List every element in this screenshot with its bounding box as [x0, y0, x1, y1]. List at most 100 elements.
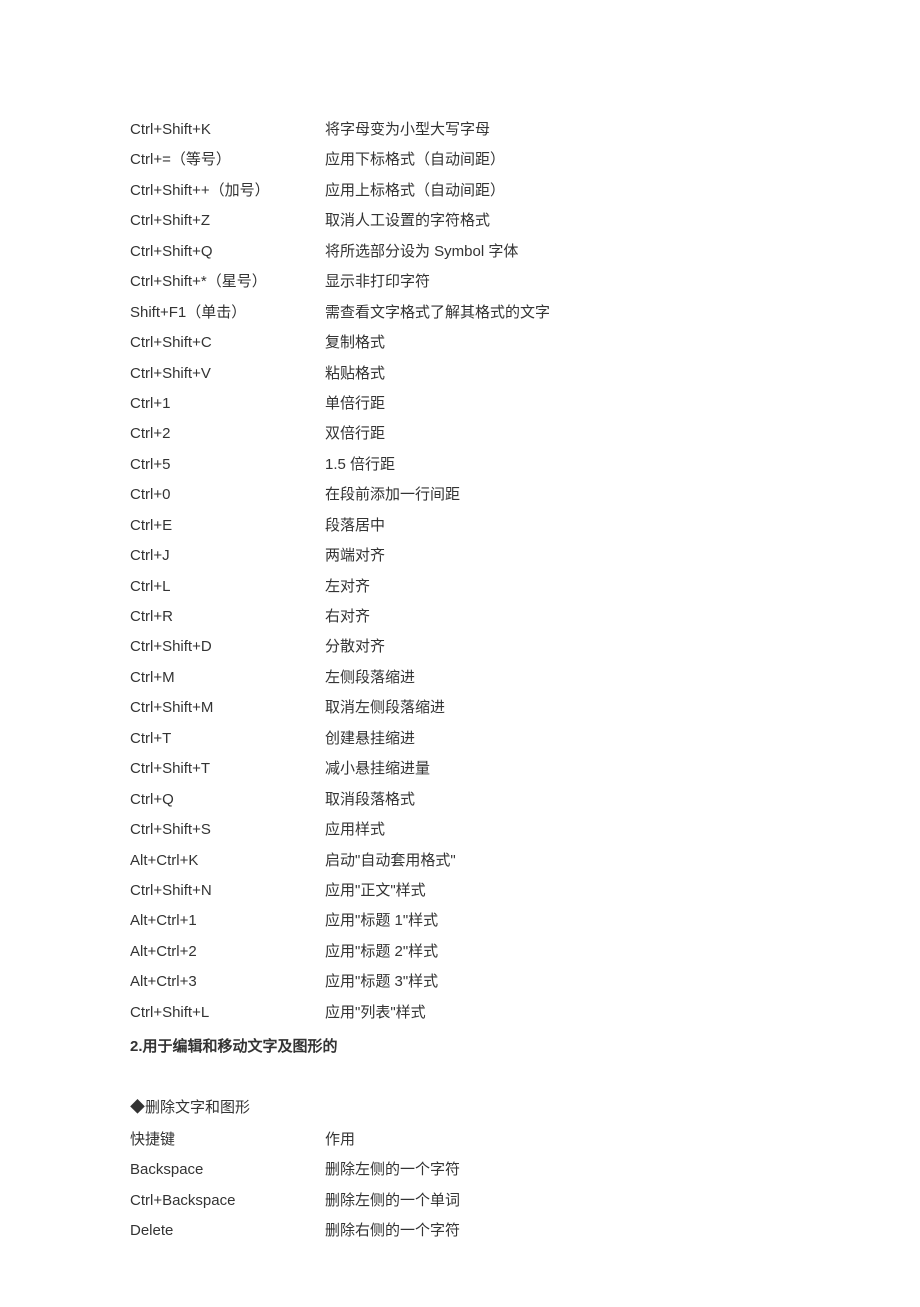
shortcut-key: Ctrl+Backspace	[130, 1186, 325, 1216]
shortcut-list-section1: Ctrl+Shift+K将字母变为小型大写字母Ctrl+=（等号）应用下标格式（…	[130, 115, 790, 1028]
shortcut-row: Alt+Ctrl+2应用"标题 2"样式	[130, 937, 790, 967]
shortcut-description: 取消左侧段落缩进	[325, 693, 790, 723]
shortcut-key: Ctrl+Shift+T	[130, 754, 325, 784]
shortcut-description: 应用上标格式（自动间距）	[325, 176, 790, 206]
shortcut-key: Ctrl+R	[130, 602, 325, 632]
shortcut-description: 删除右侧的一个字符	[325, 1216, 790, 1246]
shortcut-key: Ctrl+M	[130, 663, 325, 693]
shortcut-key: Ctrl+Shift+V	[130, 359, 325, 389]
shortcut-key: Ctrl+Shift++（加号）	[130, 176, 325, 206]
shortcut-row: Ctrl+Shift+Z取消人工设置的字符格式	[130, 206, 790, 236]
shortcut-row: Ctrl+Shift+*（星号）显示非打印字符	[130, 267, 790, 297]
header-desc-label: 作用	[325, 1125, 790, 1155]
shortcut-description: 取消人工设置的字符格式	[325, 206, 790, 236]
shortcut-description: 减小悬挂缩进量	[325, 754, 790, 784]
shortcut-key: Ctrl+J	[130, 541, 325, 571]
shortcut-description: 应用样式	[325, 815, 790, 845]
shortcut-row: Ctrl+Shift+L应用"列表"样式	[130, 998, 790, 1028]
shortcut-description: 双倍行距	[325, 419, 790, 449]
shortcut-row: Ctrl+Shift+D分散对齐	[130, 632, 790, 662]
shortcut-key: Backspace	[130, 1155, 325, 1185]
shortcut-key: Ctrl+=（等号）	[130, 145, 325, 175]
shortcut-key: Ctrl+2	[130, 419, 325, 449]
shortcut-description: 段落居中	[325, 511, 790, 541]
shortcut-description: 应用下标格式（自动间距）	[325, 145, 790, 175]
shortcut-description: 粘贴格式	[325, 359, 790, 389]
shortcut-row: Ctrl+Shift+N应用"正文"样式	[130, 876, 790, 906]
shortcut-key: Delete	[130, 1216, 325, 1246]
shortcut-row: Alt+Ctrl+1应用"标题 1"样式	[130, 906, 790, 936]
shortcut-description: 应用"列表"样式	[325, 998, 790, 1028]
shortcut-key: Ctrl+Shift+Q	[130, 237, 325, 267]
shortcut-description: 在段前添加一行间距	[325, 480, 790, 510]
shortcut-key: Ctrl+Shift+D	[130, 632, 325, 662]
shortcut-key: Alt+Ctrl+K	[130, 846, 325, 876]
shortcut-row: Ctrl+L左对齐	[130, 572, 790, 602]
shortcut-row: Ctrl+R右对齐	[130, 602, 790, 632]
shortcut-row: Ctrl+Shift+C复制格式	[130, 328, 790, 358]
shortcut-key: Alt+Ctrl+2	[130, 937, 325, 967]
shortcut-row: Ctrl+51.5 倍行距	[130, 450, 790, 480]
shortcut-description: 启动"自动套用格式"	[325, 846, 790, 876]
shortcut-description: 显示非打印字符	[325, 267, 790, 297]
shortcut-row: Delete删除右侧的一个字符	[130, 1216, 790, 1246]
shortcut-row: Ctrl+Q 取消段落格式	[130, 785, 790, 815]
shortcut-description: 分散对齐	[325, 632, 790, 662]
shortcut-key: Ctrl+Q	[130, 785, 325, 815]
shortcut-key: Ctrl+Shift+K	[130, 115, 325, 145]
shortcut-description: 需查看文字格式了解其格式的文字	[325, 298, 790, 328]
shortcut-description: 1.5 倍行距	[325, 450, 790, 480]
shortcut-description: 将所选部分设为 Symbol 字体	[325, 237, 790, 267]
shortcut-row: Ctrl+M 左侧段落缩进	[130, 663, 790, 693]
shortcut-description: 应用"正文"样式	[325, 876, 790, 906]
subsection-heading: ◆删除文字和图形	[130, 1093, 790, 1123]
shortcut-key: Alt+Ctrl+1	[130, 906, 325, 936]
shortcut-description: 删除左侧的一个字符	[325, 1155, 790, 1185]
shortcut-row: Backspace删除左侧的一个字符	[130, 1155, 790, 1185]
section-heading: 2.用于编辑和移动文字及图形的	[130, 1032, 790, 1062]
shortcut-key: Ctrl+Shift+S	[130, 815, 325, 845]
shortcut-row: Ctrl+Shift+V粘贴格式	[130, 359, 790, 389]
shortcut-row: Ctrl+Shift+T减小悬挂缩进量	[130, 754, 790, 784]
shortcut-row: Ctrl+=（等号）应用下标格式（自动间距）	[130, 145, 790, 175]
shortcut-row: Shift+F1（单击）需查看文字格式了解其格式的文字	[130, 298, 790, 328]
shortcut-description: 左侧段落缩进	[325, 663, 790, 693]
shortcut-description: 应用"标题 2"样式	[325, 937, 790, 967]
table-header-row: 快捷键 作用	[130, 1125, 790, 1155]
shortcut-description: 复制格式	[325, 328, 790, 358]
header-key-label: 快捷键	[130, 1125, 325, 1155]
shortcut-description: 左对齐	[325, 572, 790, 602]
shortcut-key: Ctrl+Shift+N	[130, 876, 325, 906]
shortcut-key: Ctrl+Shift+C	[130, 328, 325, 358]
shortcut-key: Ctrl+1	[130, 389, 325, 419]
shortcut-row: Ctrl+Shift+K将字母变为小型大写字母	[130, 115, 790, 145]
shortcut-description: 取消段落格式	[325, 785, 790, 815]
shortcut-row: Alt+Ctrl+3应用"标题 3"样式	[130, 967, 790, 997]
shortcut-row: Ctrl+Backspace删除左侧的一个单词	[130, 1186, 790, 1216]
shortcut-key: Ctrl+E	[130, 511, 325, 541]
shortcut-key: Ctrl+L	[130, 572, 325, 602]
shortcut-row: Ctrl+2双倍行距	[130, 419, 790, 449]
shortcut-description: 应用"标题 1"样式	[325, 906, 790, 936]
shortcut-description: 将字母变为小型大写字母	[325, 115, 790, 145]
shortcut-description: 应用"标题 3"样式	[325, 967, 790, 997]
shortcut-key: Ctrl+Shift+*（星号）	[130, 267, 325, 297]
shortcut-key: Ctrl+T	[130, 724, 325, 754]
shortcut-key: Ctrl+Shift+Z	[130, 206, 325, 236]
shortcut-description: 右对齐	[325, 602, 790, 632]
shortcut-key: Ctrl+Shift+L	[130, 998, 325, 1028]
shortcut-key: Ctrl+Shift+M	[130, 693, 325, 723]
shortcut-key: Alt+Ctrl+3	[130, 967, 325, 997]
shortcut-key: Ctrl+0	[130, 480, 325, 510]
shortcut-row: Ctrl+Shift++（加号）应用上标格式（自动间距）	[130, 176, 790, 206]
shortcut-description: 创建悬挂缩进	[325, 724, 790, 754]
shortcut-row: Ctrl+Shift+S应用样式	[130, 815, 790, 845]
shortcut-row: Ctrl+1单倍行距	[130, 389, 790, 419]
shortcut-list-section2: Backspace删除左侧的一个字符Ctrl+Backspace删除左侧的一个单…	[130, 1155, 790, 1246]
shortcut-row: Ctrl+T创建悬挂缩进	[130, 724, 790, 754]
shortcut-row: Ctrl+Shift+M取消左侧段落缩进	[130, 693, 790, 723]
shortcut-row: Ctrl+E段落居中	[130, 511, 790, 541]
shortcut-description: 两端对齐	[325, 541, 790, 571]
shortcut-description: 删除左侧的一个单词	[325, 1186, 790, 1216]
shortcut-key: Ctrl+5	[130, 450, 325, 480]
